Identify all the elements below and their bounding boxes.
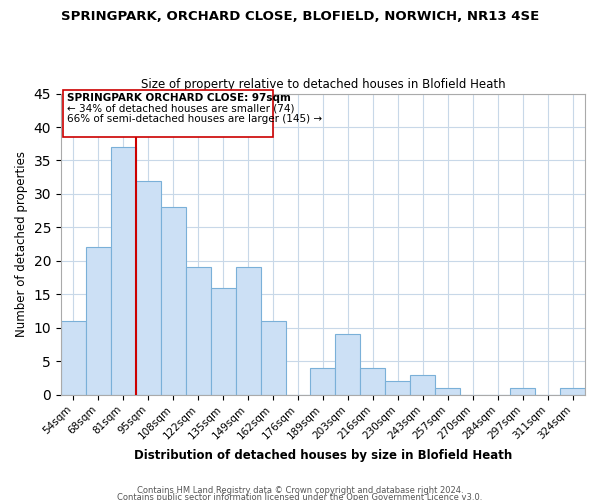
Title: Size of property relative to detached houses in Blofield Heath: Size of property relative to detached ho… [140, 78, 505, 91]
Bar [560, 388, 585, 394]
Bar [236, 268, 260, 394]
Bar [61, 321, 86, 394]
Bar [86, 248, 111, 394]
Text: 66% of semi-detached houses are larger (145) →: 66% of semi-detached houses are larger (… [67, 114, 322, 124]
Bar [361, 368, 385, 394]
Bar [385, 381, 410, 394]
Y-axis label: Number of detached properties: Number of detached properties [15, 151, 28, 337]
X-axis label: Distribution of detached houses by size in Blofield Heath: Distribution of detached houses by size … [134, 450, 512, 462]
Bar [260, 321, 286, 394]
Bar [510, 388, 535, 394]
Text: SPRINGPARK ORCHARD CLOSE: 97sqm: SPRINGPARK ORCHARD CLOSE: 97sqm [67, 93, 291, 103]
Bar [211, 288, 236, 395]
Bar [435, 388, 460, 394]
Bar [335, 334, 361, 394]
Text: SPRINGPARK, ORCHARD CLOSE, BLOFIELD, NORWICH, NR13 4SE: SPRINGPARK, ORCHARD CLOSE, BLOFIELD, NOR… [61, 10, 539, 23]
Text: Contains HM Land Registry data © Crown copyright and database right 2024.: Contains HM Land Registry data © Crown c… [137, 486, 463, 495]
Bar [111, 147, 136, 394]
Bar [310, 368, 335, 394]
Text: Contains public sector information licensed under the Open Government Licence v3: Contains public sector information licen… [118, 494, 482, 500]
Text: ← 34% of detached houses are smaller (74): ← 34% of detached houses are smaller (74… [67, 104, 295, 114]
FancyBboxPatch shape [64, 90, 273, 137]
Bar [136, 180, 161, 394]
Bar [410, 374, 435, 394]
Bar [185, 268, 211, 394]
Bar [161, 208, 185, 394]
